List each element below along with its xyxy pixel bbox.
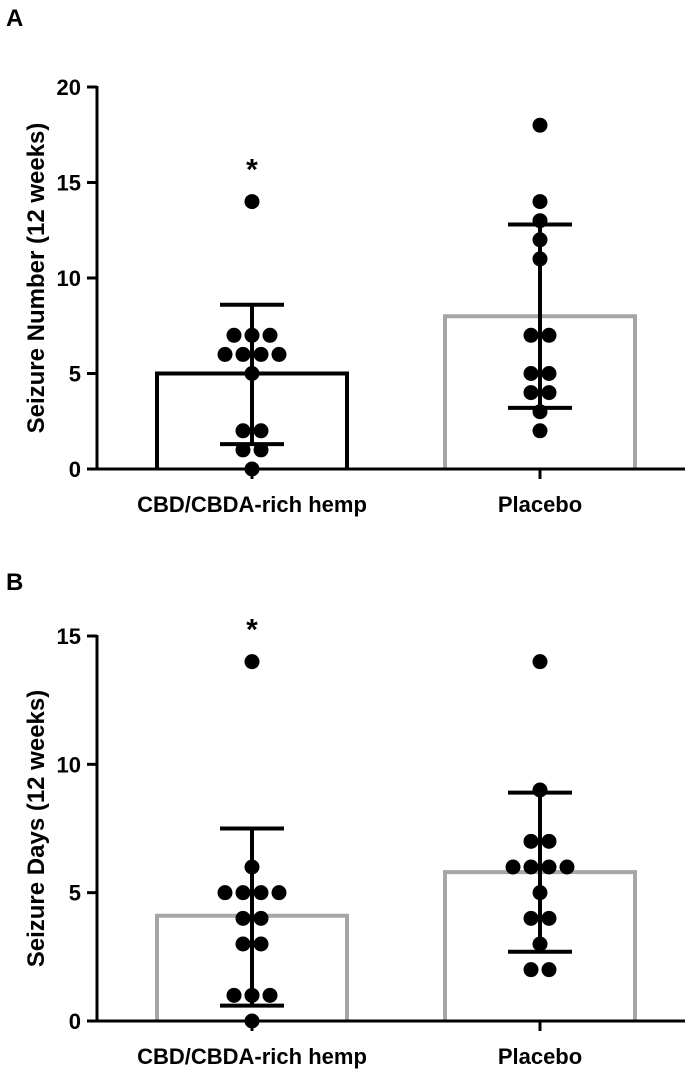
panel-a-point-1-1 [244, 194, 260, 210]
panel-b-y-tick-label-0: 0 [69, 1009, 81, 1034]
panel-b-point-2-13 [523, 962, 539, 978]
panel-a-y-tick-label-15: 15 [57, 171, 81, 196]
panel-b-y-axis-label: Seizure Days (12 weeks) [23, 690, 50, 968]
panel-b-point-2-1 [532, 654, 548, 670]
panel-a-point-2-3 [532, 213, 548, 229]
panel-a-y-axis-label: Seizure Number (12 weeks) [23, 123, 50, 434]
panel-b-category-label-1: CBD/CBDA-rich hemp [137, 1044, 367, 1069]
panel-b-y-tick-label-5: 5 [69, 881, 81, 906]
panel-b-point-2-9 [532, 885, 548, 901]
panel-a-point-2-8 [523, 366, 539, 381]
panel-a-y-tick-label-10: 10 [57, 266, 81, 291]
panel-a-point-1-3 [244, 327, 260, 343]
panel-b-point-2-7 [541, 859, 557, 875]
panel-a-point-2-11 [541, 385, 557, 401]
panel-a-significance-1: * [246, 154, 258, 187]
panel-a-point-2-1 [532, 117, 548, 133]
panel-b-point-1-10 [253, 936, 269, 952]
panel-b-point-1-1 [244, 654, 260, 670]
panel-b-category-label-2: Placebo [498, 1044, 582, 1069]
panel-a-point-1-12 [235, 442, 251, 458]
panel-a-point-2-6 [523, 327, 539, 343]
panel-a-point-2-9 [541, 366, 557, 381]
panel-a-point-2-7 [541, 327, 557, 343]
panel-a-point-2-10 [523, 385, 539, 401]
panel-b-point-2-3 [523, 833, 539, 849]
panel-a-point-1-14 [244, 461, 260, 477]
panel-a-point-2-5 [532, 251, 548, 267]
panel-a-point-1-7 [253, 346, 269, 362]
panel-a-point-1-8 [271, 346, 287, 362]
panel-a-category-label-1: CBD/CBDA-rich hemp [137, 492, 367, 517]
panel-b-point-2-10 [523, 910, 539, 926]
panel-b-point-1-14 [244, 1013, 260, 1029]
panel-b-y-tick-label-10: 10 [57, 752, 81, 777]
panel-b-point-1-3 [217, 885, 233, 901]
panel-a-point-1-11 [253, 423, 269, 439]
panel-b-point-1-8 [253, 910, 269, 926]
panel-a-point-1-2 [226, 327, 242, 343]
panel-b-point-2-2 [532, 782, 548, 798]
panel-b-point-2-4 [541, 833, 557, 849]
panel-a-point-2-13 [532, 423, 548, 439]
panel-a-point-2-4 [532, 232, 548, 248]
panel-b-point-1-11 [226, 987, 242, 1003]
panel-a-letter: A [6, 5, 23, 32]
panel-b-point-1-7 [235, 910, 251, 926]
panel-b-y-tick-label-15: 15 [57, 624, 81, 649]
panel-b-point-2-5 [505, 859, 521, 875]
panel-b-letter: B [6, 569, 23, 596]
panel-a-point-2-12 [532, 404, 548, 420]
panel-b-point-1-5 [253, 885, 269, 901]
panel-b-point-1-9 [235, 936, 251, 952]
panel-b-point-2-8 [559, 859, 575, 875]
panel-b-point-2-6 [523, 859, 539, 875]
panel-b-point-1-4 [235, 885, 251, 901]
panel-b-point-1-2 [244, 859, 260, 875]
panel-a-category-label-2: Placebo [498, 492, 582, 517]
panel-a-point-1-9 [244, 366, 260, 381]
panel-a-point-1-4 [262, 327, 278, 343]
panel-b-point-1-12 [244, 987, 260, 1003]
panel-b-point-2-11 [541, 910, 557, 926]
panel-b-point-1-6 [271, 885, 287, 901]
panel-a-point-1-6 [235, 346, 251, 362]
panel-a-y-tick-label-20: 20 [57, 75, 81, 100]
panel-a-point-2-2 [532, 194, 548, 210]
panel-b-point-2-14 [541, 962, 557, 978]
panel-a-y-tick-label-5: 5 [69, 362, 81, 387]
panel-b-point-2-12 [532, 936, 548, 952]
panel-a-y-tick-label-0: 0 [69, 457, 81, 482]
panel-a-point-1-10 [235, 423, 251, 439]
panel-b-significance-1: * [246, 614, 258, 647]
panel-a-point-1-5 [217, 346, 233, 362]
panel-a-point-1-13 [253, 442, 269, 458]
panel-b-point-1-13 [262, 987, 278, 1003]
